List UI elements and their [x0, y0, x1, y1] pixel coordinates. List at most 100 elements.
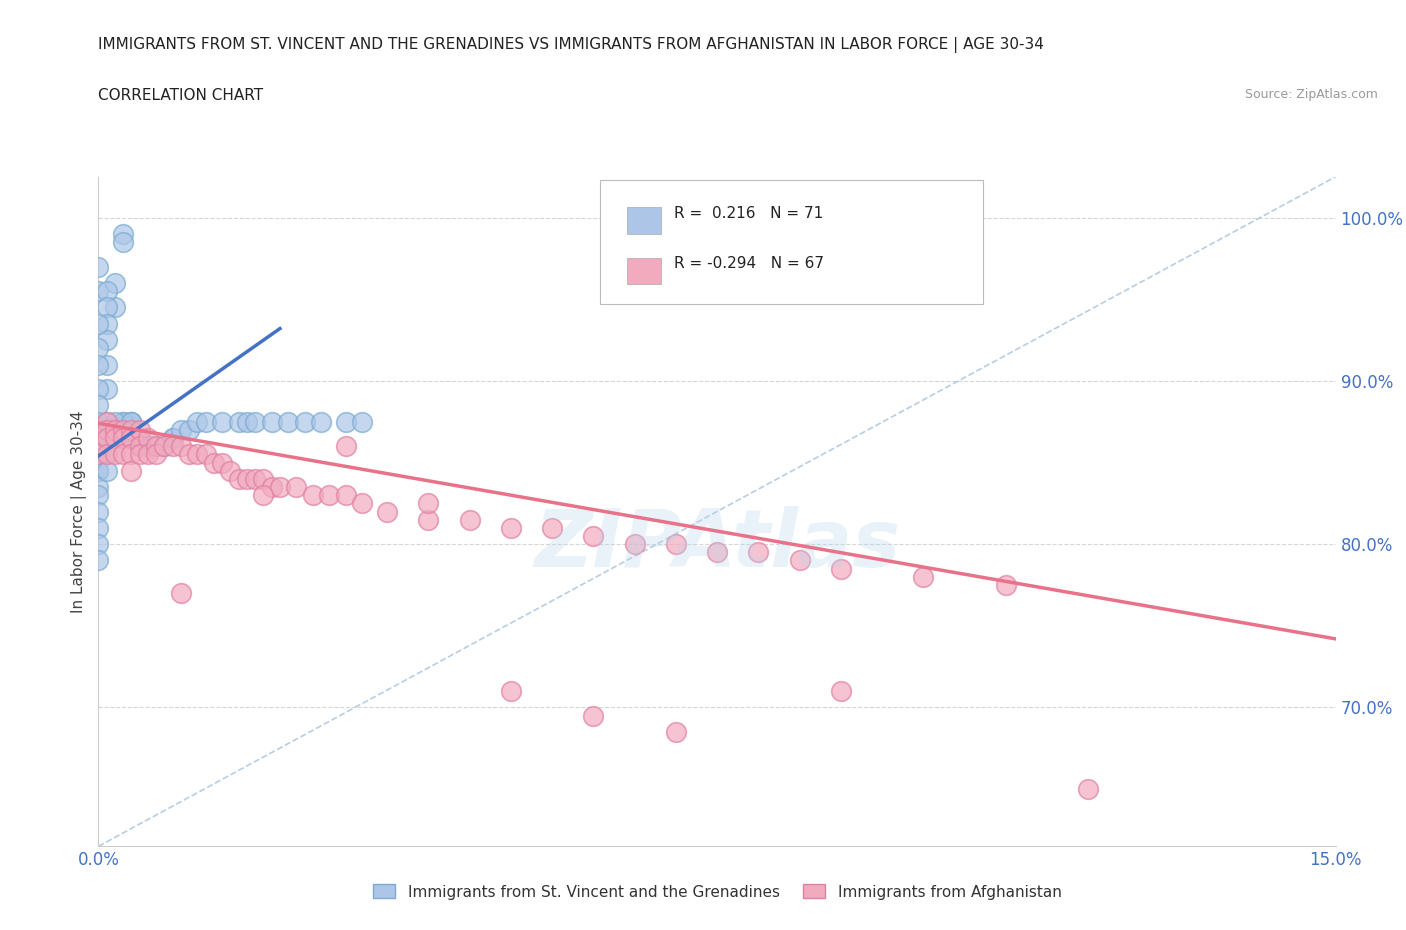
- Point: [912, 569, 935, 584]
- Point: [128, 439, 150, 454]
- Point: [87, 521, 110, 536]
- Point: [309, 414, 332, 429]
- Point: [194, 447, 217, 462]
- Point: [96, 463, 118, 478]
- Point: [104, 431, 127, 445]
- Point: [87, 398, 110, 413]
- Point: [352, 496, 374, 511]
- Point: [375, 504, 398, 519]
- Point: [87, 504, 110, 519]
- Point: [87, 439, 110, 454]
- Point: [335, 414, 357, 429]
- Point: [120, 463, 142, 478]
- Point: [104, 422, 127, 437]
- Legend: Immigrants from St. Vincent and the Grenadines, Immigrants from Afghanistan: Immigrants from St. Vincent and the Gren…: [367, 878, 1067, 906]
- Point: [186, 414, 208, 429]
- Point: [202, 455, 225, 470]
- Point: [104, 447, 127, 462]
- Point: [211, 414, 233, 429]
- Point: [112, 226, 135, 241]
- Point: [269, 480, 291, 495]
- Point: [87, 447, 110, 462]
- Point: [418, 512, 440, 527]
- Point: [1077, 782, 1099, 797]
- Point: [830, 561, 852, 576]
- Point: [120, 431, 142, 445]
- Point: [87, 259, 110, 274]
- Point: [87, 553, 110, 568]
- Point: [112, 447, 135, 462]
- Point: [789, 553, 811, 568]
- Point: [153, 439, 176, 454]
- Point: [260, 480, 283, 495]
- Point: [112, 431, 135, 445]
- Point: [87, 422, 110, 437]
- Point: [112, 422, 135, 437]
- Point: [112, 414, 135, 429]
- Point: [170, 422, 193, 437]
- Point: [335, 439, 357, 454]
- Point: [236, 414, 259, 429]
- Point: [87, 284, 110, 299]
- Point: [162, 439, 184, 454]
- Point: [96, 431, 118, 445]
- Point: [145, 439, 167, 454]
- Point: [162, 431, 184, 445]
- Point: [623, 537, 645, 551]
- Point: [112, 234, 135, 249]
- Point: [87, 487, 110, 502]
- Point: [87, 463, 110, 478]
- Point: [179, 422, 201, 437]
- Point: [87, 340, 110, 355]
- Point: [96, 414, 118, 429]
- Point: [236, 472, 259, 486]
- Point: [830, 684, 852, 698]
- Point: [87, 431, 110, 445]
- Point: [87, 463, 110, 478]
- Point: [294, 414, 316, 429]
- Text: CORRELATION CHART: CORRELATION CHART: [98, 88, 263, 103]
- Point: [186, 447, 208, 462]
- Point: [96, 284, 118, 299]
- Point: [335, 487, 357, 502]
- Point: [120, 414, 142, 429]
- Point: [128, 422, 150, 437]
- Point: [352, 414, 374, 429]
- Point: [87, 422, 110, 437]
- Text: R =  0.216   N = 71: R = 0.216 N = 71: [673, 206, 823, 221]
- Point: [87, 431, 110, 445]
- Point: [243, 472, 266, 486]
- Point: [96, 333, 118, 348]
- Point: [665, 537, 688, 551]
- Point: [87, 357, 110, 372]
- Point: [87, 447, 110, 462]
- Point: [120, 414, 142, 429]
- Point: [747, 545, 769, 560]
- Point: [128, 431, 150, 445]
- Text: IMMIGRANTS FROM ST. VINCENT AND THE GRENADINES VS IMMIGRANTS FROM AFGHANISTAN IN: IMMIGRANTS FROM ST. VINCENT AND THE GREN…: [98, 37, 1045, 53]
- Point: [112, 431, 135, 445]
- Text: R = -0.294   N = 67: R = -0.294 N = 67: [673, 257, 824, 272]
- Point: [153, 439, 176, 454]
- Point: [104, 275, 127, 290]
- Point: [179, 447, 201, 462]
- Point: [252, 472, 274, 486]
- Point: [96, 357, 118, 372]
- Point: [458, 512, 481, 527]
- Point: [120, 422, 142, 437]
- Point: [96, 414, 118, 429]
- Point: [96, 447, 118, 462]
- Point: [499, 521, 522, 536]
- Point: [87, 447, 110, 462]
- Point: [87, 414, 110, 429]
- Point: [582, 528, 605, 543]
- FancyBboxPatch shape: [599, 180, 983, 304]
- Point: [541, 521, 564, 536]
- Point: [302, 487, 325, 502]
- Point: [252, 487, 274, 502]
- Point: [87, 480, 110, 495]
- Point: [170, 439, 193, 454]
- Point: [318, 487, 340, 502]
- Point: [96, 381, 118, 396]
- Point: [499, 684, 522, 698]
